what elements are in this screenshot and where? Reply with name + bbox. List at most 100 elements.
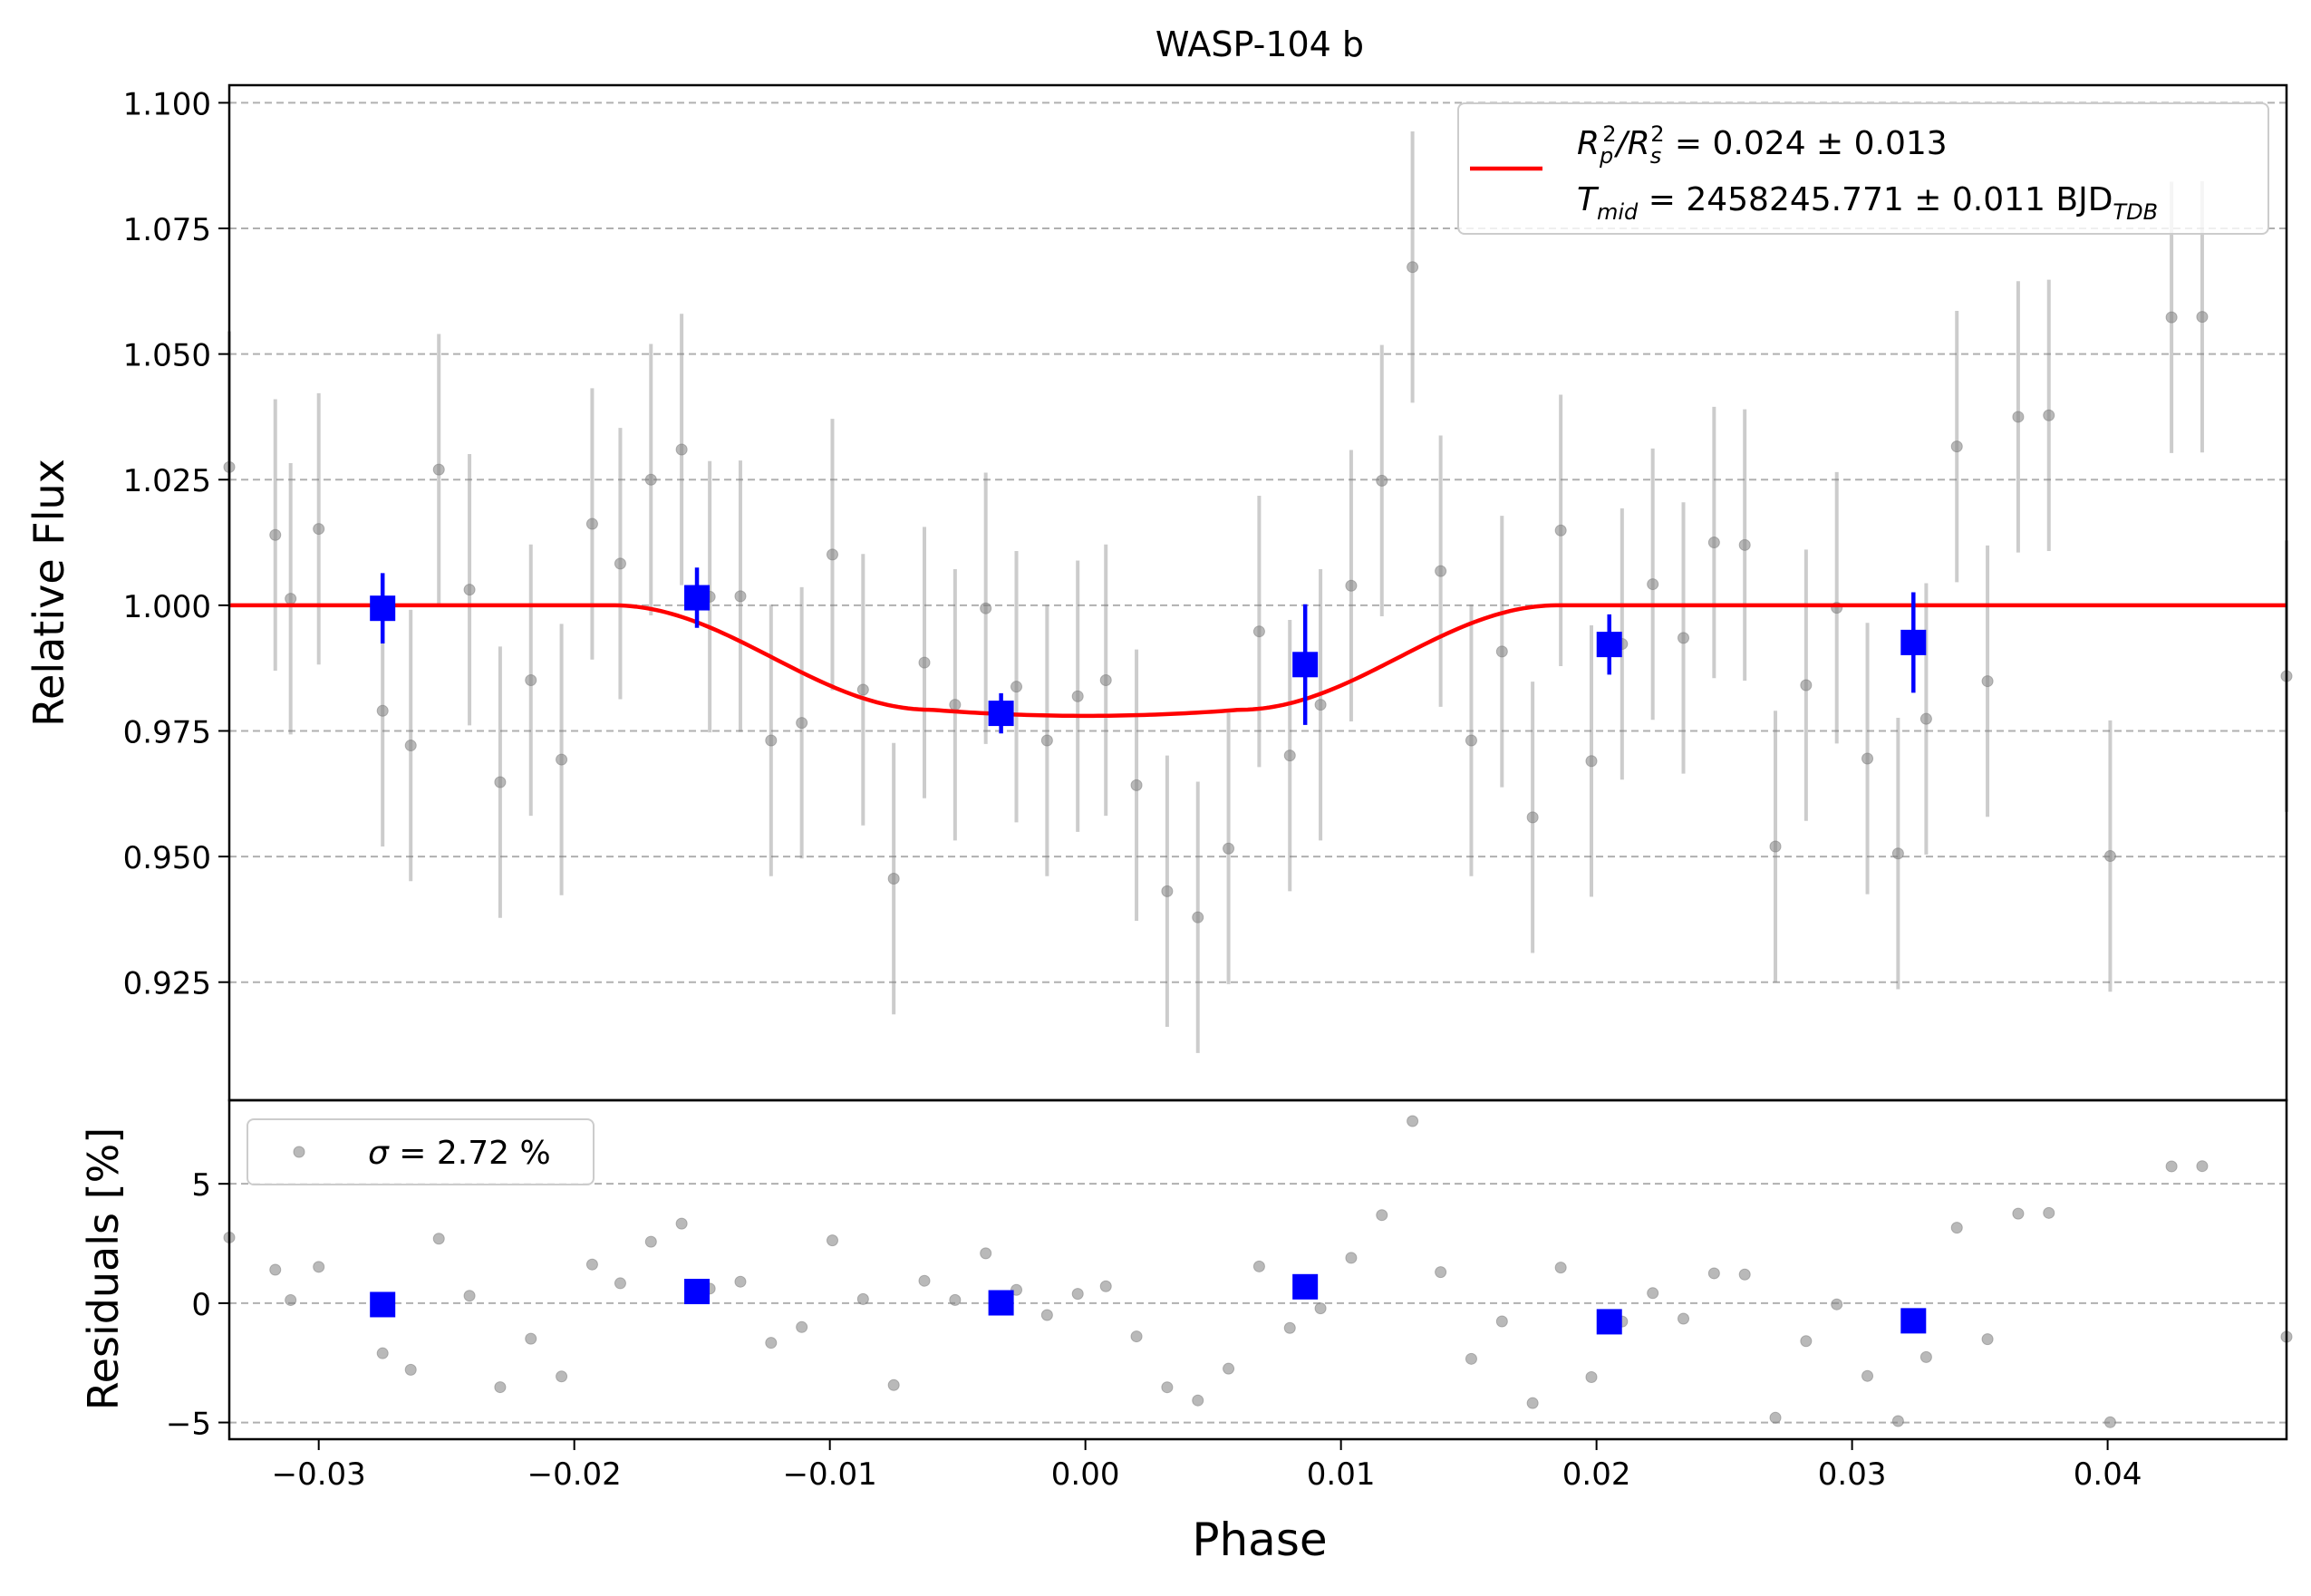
binned-residual-point — [370, 1291, 396, 1318]
flux-point — [1376, 474, 1388, 487]
residual-point — [2103, 1416, 2116, 1428]
flux-point — [1314, 699, 1327, 711]
flux-y-tick-label: 1.100 — [123, 86, 211, 122]
transit-model-line — [229, 603, 2287, 719]
x-tick-label: 0.02 — [1562, 1456, 1631, 1493]
flux-point — [1891, 847, 1904, 860]
residual-point — [2165, 1160, 2178, 1173]
flux-point — [432, 463, 445, 476]
flux-point — [525, 673, 537, 686]
residual-point — [376, 1347, 389, 1359]
residual-point — [1861, 1369, 1874, 1382]
flux-point — [1800, 679, 1813, 692]
residual-point — [1981, 1333, 1994, 1346]
residual-point — [796, 1320, 808, 1333]
flux-point — [285, 593, 297, 605]
residual-point — [980, 1247, 992, 1260]
residual-point — [1647, 1287, 1659, 1300]
legend-entry-sigma: σ = 2.72 % — [368, 1135, 551, 1172]
flux-y-tick-label: 0.925 — [123, 966, 211, 1002]
residual-point — [1891, 1415, 1904, 1427]
residual-point — [285, 1293, 297, 1306]
flux-point — [1130, 779, 1143, 791]
residual-point — [525, 1332, 537, 1345]
residual-point — [463, 1290, 476, 1302]
flux-point — [1981, 675, 1994, 688]
residual-points — [223, 1115, 2293, 1428]
binned-residual-point — [1596, 1309, 1622, 1335]
flux-point — [1099, 673, 1112, 686]
residual-point — [1800, 1335, 1813, 1348]
residual-point — [1071, 1288, 1084, 1301]
flux-point — [644, 473, 657, 486]
residual-point — [949, 1293, 962, 1306]
residual-point — [1526, 1397, 1539, 1409]
residuals-panel: −5 0 5 −0.03 −0.02 −0.01 0.00 0.01 0.02 0.03 0.04… — [79, 1098, 2293, 1566]
residual-point — [826, 1234, 838, 1247]
x-tick-label: −0.03 — [272, 1456, 366, 1493]
flux-point — [887, 872, 900, 885]
flux-panel: 0.925 0.950 0.975 1.000 1.025 1.050 1.075 1.100… — [24, 83, 2293, 1102]
binned-point — [370, 595, 396, 622]
residuals-y-ticks: −5 0 5 — [166, 1167, 229, 1443]
residual-point — [432, 1233, 445, 1245]
flux-y-tick-label: 0.950 — [123, 840, 211, 876]
flux-point — [313, 523, 325, 536]
flux-point — [675, 443, 688, 456]
residual-point — [614, 1277, 626, 1290]
legend-entry-depth: Rp2/Rs2 = 0.024 ± 0.013 — [1577, 121, 1948, 169]
residual-point — [1495, 1315, 1508, 1328]
residual-point — [2012, 1207, 2025, 1220]
residual-point — [1252, 1260, 1265, 1272]
legend-residual-marker — [293, 1146, 305, 1158]
flux-point — [1919, 712, 1932, 725]
flux-point — [918, 656, 931, 669]
flux-point — [1647, 578, 1659, 591]
x-tick-label: 0.00 — [1051, 1456, 1120, 1493]
binned-point — [1292, 652, 1319, 678]
residual-point — [1465, 1352, 1477, 1365]
flux-point — [1585, 755, 1598, 768]
residual-point — [734, 1275, 747, 1288]
binned-residual-point — [684, 1279, 711, 1305]
flux-point — [734, 590, 747, 603]
residual-point — [1314, 1302, 1327, 1315]
flux-point — [1526, 811, 1539, 824]
flux-y-label: Relative Flux — [24, 459, 73, 727]
residual-point — [765, 1337, 778, 1349]
flux-point — [2043, 409, 2055, 421]
residual-point — [585, 1258, 598, 1271]
model-legend: Rp2/Rs2 = 0.024 ± 0.013 Tmid = 2458245.7… — [1457, 102, 2269, 235]
binned-point — [1900, 629, 1927, 655]
residuals-y-tick-label: −5 — [166, 1407, 211, 1443]
flux-point — [980, 602, 992, 614]
flux-y-ticks: 0.925 0.950 0.975 1.000 1.025 1.050 1.075 1.100 — [123, 86, 229, 1002]
legend-entry-tmid: Tmid = 2458245.771 ± 0.011 BJDTDB — [1577, 181, 2158, 225]
flux-point — [796, 717, 808, 730]
residual-point — [675, 1217, 688, 1230]
residual-point — [1585, 1371, 1598, 1384]
flux-point — [585, 517, 598, 530]
flux-point — [826, 548, 838, 561]
chart-title: WASP-104 b — [1156, 24, 1364, 64]
flux-point — [494, 776, 507, 788]
flux-point — [269, 528, 282, 541]
residual-point — [1130, 1330, 1143, 1343]
residual-point — [1192, 1394, 1204, 1407]
residuals-y-tick-label: 5 — [191, 1167, 211, 1204]
residual-point — [1554, 1262, 1567, 1274]
flux-point — [1707, 537, 1720, 549]
residuals-y-tick-label: 0 — [191, 1287, 211, 1323]
residual-point — [2043, 1206, 2055, 1219]
residual-point — [887, 1378, 900, 1391]
flux-point — [1345, 579, 1358, 592]
binned-point — [684, 585, 711, 611]
residual-point — [1040, 1309, 1053, 1321]
residual-point — [644, 1235, 657, 1248]
residual-point — [856, 1292, 869, 1305]
residual-point — [1099, 1280, 1112, 1292]
residuals-legend: σ = 2.72 % — [247, 1118, 595, 1185]
binned-residual-point — [1292, 1273, 1319, 1300]
flux-point — [1283, 750, 1296, 762]
binned-point — [988, 701, 1014, 727]
